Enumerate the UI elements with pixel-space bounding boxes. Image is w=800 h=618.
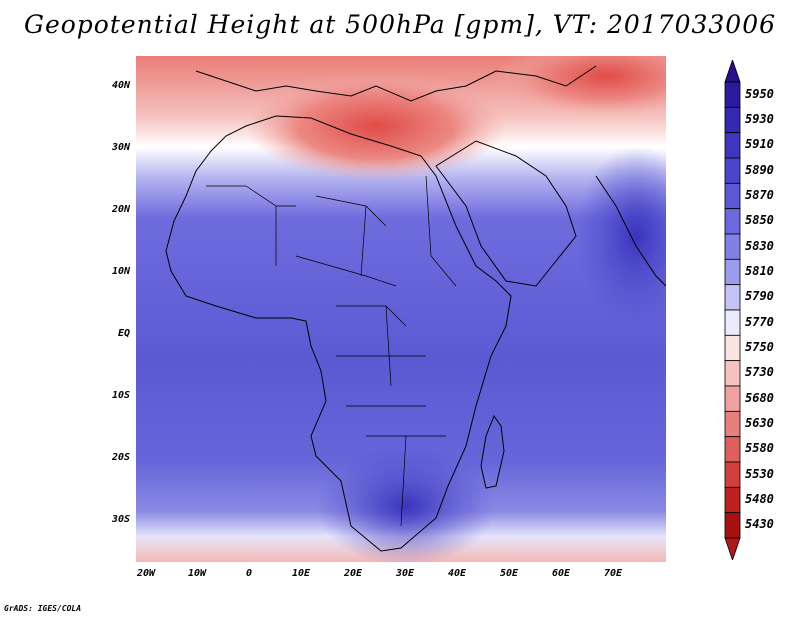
colorbar-box: [724, 410, 741, 438]
lon-label-20w: 20W: [136, 568, 156, 579]
lon-label-30e: 30E: [395, 568, 415, 579]
colorbar-box: [724, 258, 741, 286]
lon-label-20e: 20E: [343, 568, 363, 579]
coastline-africa: [165, 115, 512, 552]
colorbar-box: [724, 309, 741, 336]
colorbar-level-label: 5530: [745, 466, 774, 481]
colorbar-box: [724, 157, 741, 184]
colorbar-level-label: 5770: [745, 314, 774, 329]
colorbar-box: [724, 334, 741, 362]
lat-label-30n: 30N: [111, 142, 130, 153]
colorbar-bottom-arrow: [724, 537, 741, 560]
colorbar-level-label: 5750: [745, 340, 774, 354]
colorbar-box: [724, 461, 741, 488]
colorbar-level-label: 5480: [745, 492, 774, 506]
high-arabian-sea: [576, 146, 666, 326]
colorbar-legend: [724, 60, 741, 560]
geopotential-height-map: [136, 56, 666, 562]
map-title: Geopotential Height at 500hPa [gpm], VT:…: [23, 10, 777, 39]
lat-label-30s: 30S: [111, 514, 130, 525]
lat-label-20s: 20S: [111, 452, 130, 463]
grads-credit: GrADS: IGES/COLA: [4, 604, 82, 613]
lat-label-40n: 40N: [111, 80, 130, 91]
colorbar-level-label: 5830: [745, 238, 774, 253]
colorbar-level-label: 5430: [745, 517, 774, 532]
colorbar-level-label: 5910: [745, 137, 774, 152]
colorbar-box: [724, 182, 741, 210]
colorbar-box: [724, 436, 741, 463]
colorbar-level-label: 5730: [745, 365, 774, 380]
colorbar-box: [724, 385, 741, 412]
colorbar-top-arrow: [724, 60, 741, 83]
lon-label-10w: 10W: [187, 568, 207, 579]
colorbar-level-label: 5680: [745, 390, 774, 405]
colorbar-box: [724, 233, 741, 260]
border-lines: [206, 175, 457, 527]
colorbar-level-label: 5890: [745, 162, 774, 177]
coastline-india: [595, 175, 666, 287]
lat-label-eq: EQ: [117, 328, 130, 339]
colorbar-box: [724, 208, 741, 235]
colorbar-level-label: 5870: [745, 188, 774, 202]
coastline-madagascar: [480, 414, 505, 489]
colorbar-boxes: [724, 60, 741, 560]
colorbar-box: [724, 512, 741, 539]
high-southern-africa: [316, 446, 496, 562]
colorbar-box: [724, 486, 741, 514]
lat-label-20n: 20N: [111, 204, 130, 215]
colorbar-box: [724, 132, 741, 159]
trough-south-atlantic: [136, 527, 336, 562]
lon-label-60e: 60E: [551, 568, 571, 579]
lon-label-10e: 10E: [291, 568, 311, 579]
lon-label-50e: 50E: [499, 568, 519, 579]
ridge-mediterranean: [246, 71, 506, 181]
lat-label-10n: 10N: [111, 266, 130, 277]
ridge-northeast: [496, 56, 666, 116]
colorbar-level-label: 5930: [745, 112, 774, 126]
colorbar-level-label: 5580: [745, 441, 774, 456]
colorbar-level-label: 5950: [745, 86, 774, 101]
colorbar-level-label: 5810: [745, 264, 774, 278]
colorbar-level-label: 5850: [745, 213, 774, 228]
lon-label-40e: 40E: [447, 568, 467, 579]
colorbar-box: [724, 360, 741, 387]
colorbar-box: [724, 106, 741, 134]
colorbar-level-label: 5630: [745, 416, 774, 430]
colorbar-level-label: 5790: [745, 289, 774, 304]
lat-label-10s: 10S: [111, 390, 130, 401]
lon-label-0: 0: [245, 568, 253, 579]
lon-label-70e: 70E: [603, 568, 623, 579]
coastline-arabia: [435, 140, 577, 287]
colorbar-box: [724, 284, 741, 311]
colorbar-box: [724, 81, 741, 108]
coastline-europe: [195, 65, 597, 102]
